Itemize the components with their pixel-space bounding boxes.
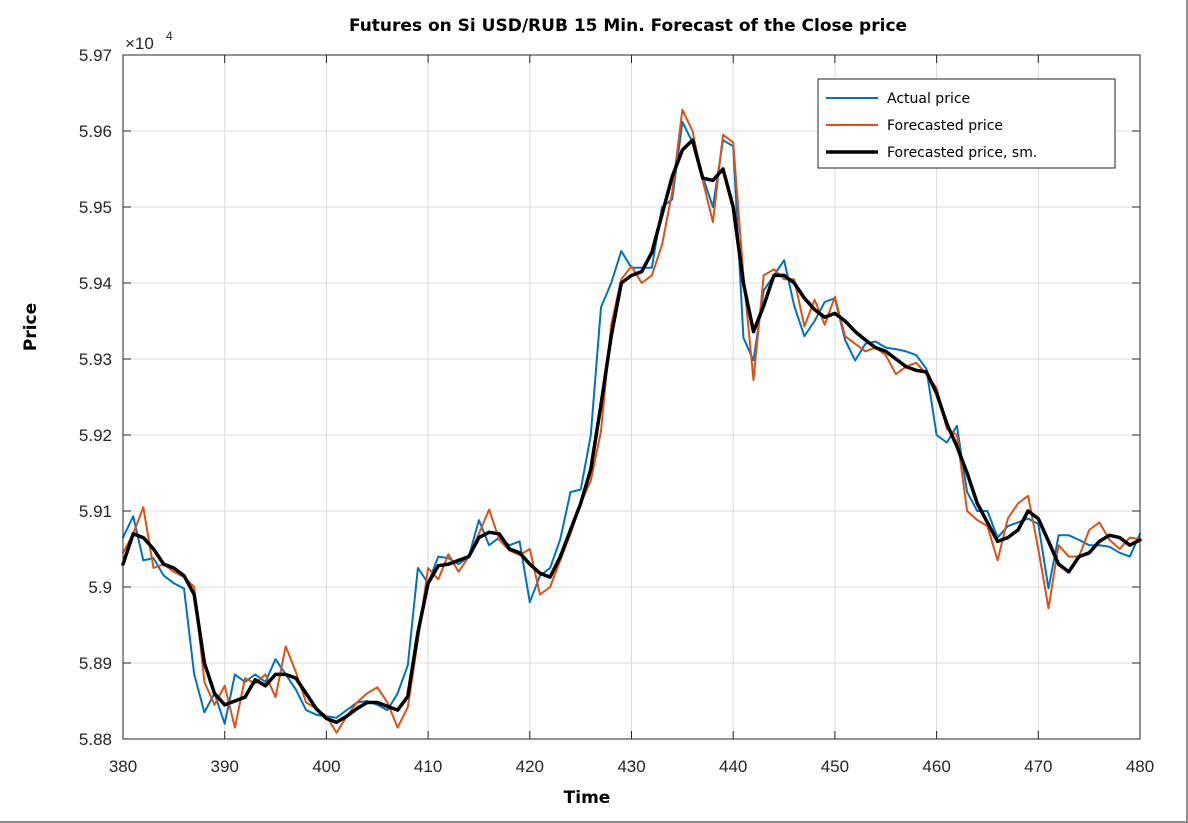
y-axis-label: Price <box>21 303 41 351</box>
series-line-2 <box>122 108 1141 734</box>
x-tick-label: 470 <box>1024 757 1052 776</box>
x-tick-label: 420 <box>516 757 544 776</box>
legend-label-2: Forecasted price <box>887 118 1003 134</box>
chart-title: Futures on Si USD/RUB 15 Min. Forecast o… <box>349 16 907 36</box>
x-tick-label: 460 <box>922 757 950 776</box>
x-tick-label: 390 <box>211 757 239 776</box>
legend-label-1: Actual price <box>887 91 970 107</box>
x-tick-label: 380 <box>109 757 137 776</box>
y-tick-label: 5.96 <box>79 122 112 141</box>
y-tick-label: 5.94 <box>79 274 112 293</box>
y-tick-label: 5.91 <box>79 502 112 521</box>
x-tick-label: 400 <box>312 757 340 776</box>
x-tick-labels: 380 390 400 410 420 430 440 450 460 470 480 <box>109 757 1154 776</box>
tick-marks <box>122 54 1141 740</box>
y-tick-label: 5.9 <box>88 578 112 597</box>
y-tick-label: 5.89 <box>79 654 112 673</box>
y-exponent-power: 4 <box>166 29 173 43</box>
x-axis-label: Time <box>564 788 611 808</box>
y-tick-label: 5.92 <box>79 426 112 445</box>
series-lines <box>121 108 1142 734</box>
x-tick-label: 430 <box>617 757 645 776</box>
legend-entries: Actual price Forecasted price Forecasted p… <box>826 91 1037 161</box>
x-tick-label: 440 <box>719 757 747 776</box>
series-line-3 <box>121 138 1142 725</box>
y-tick-label: 5.97 <box>79 46 112 65</box>
legend: Actual price Forecasted price Forecasted p… <box>817 78 1116 169</box>
y-exponent-label: ×10 <box>125 34 154 53</box>
x-tick-label: 450 <box>821 757 849 776</box>
y-tick-label: 5.88 <box>79 730 112 749</box>
x-tick-label: 410 <box>414 757 442 776</box>
y-tick-label: 5.93 <box>79 350 112 369</box>
y-tick-labels: 5.88 5.89 5.9 5.91 5.92 5.93 5.94 5.95 5.96 5.97 <box>79 46 112 749</box>
y-tick-label: 5.95 <box>79 198 112 217</box>
legend-label-3: Forecasted price, sm. <box>887 145 1037 161</box>
x-tick-label: 480 <box>1126 757 1154 776</box>
